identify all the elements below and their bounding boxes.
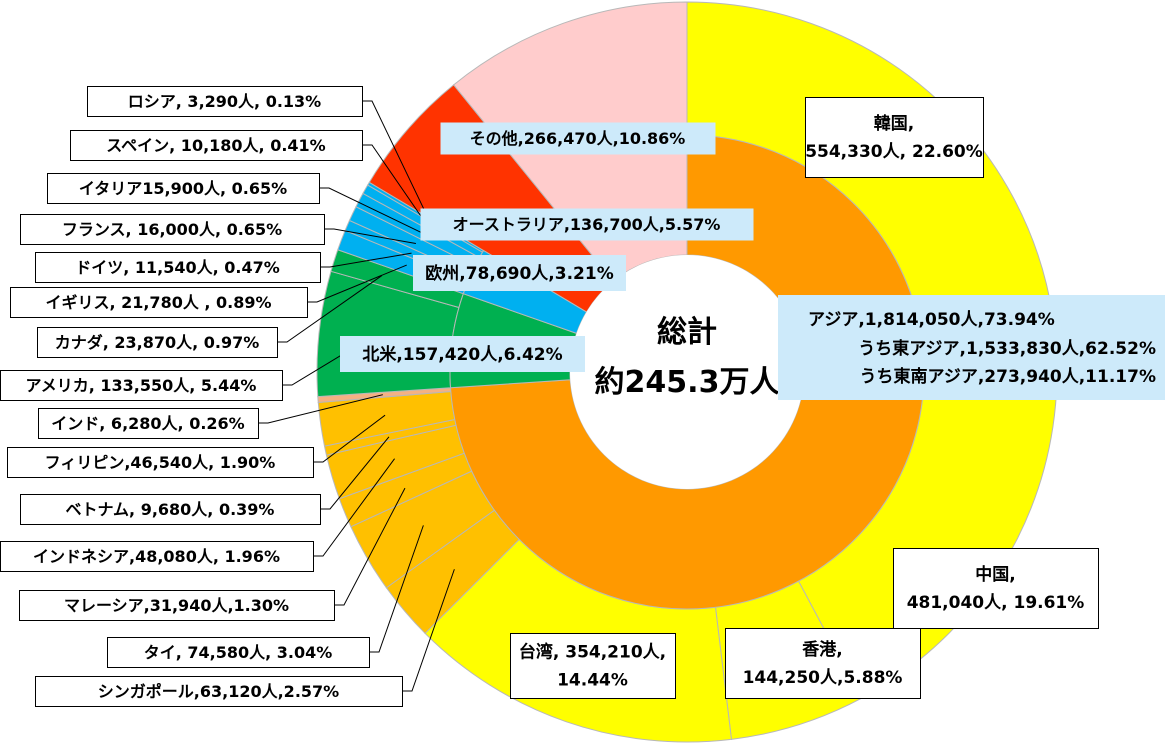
data-label: フランス, 16,000人, 0.65% [62, 220, 282, 239]
data-label: ロシア, 3,290人, 0.13% [128, 92, 321, 111]
label-box [340, 336, 585, 372]
label-box [7, 447, 314, 478]
label-box [37, 327, 278, 358]
label-box [70, 130, 363, 161]
leader-line [258, 394, 383, 424]
data-label: カナダ, 23,870人, 0.97% [55, 333, 260, 352]
data-label: ドイツ, 11,540人, 0.47% [75, 258, 280, 277]
data-label: その他,266,470人,10.86% [470, 129, 686, 148]
leader-line [277, 275, 383, 343]
label-box [0, 370, 283, 401]
data-label: シンガポール,63,120人,2.57% [98, 682, 339, 701]
label-box [510, 633, 676, 699]
label-box [20, 214, 325, 245]
leader-line [362, 100, 430, 220]
leader-line [324, 228, 416, 245]
data-label: 台湾, 354,210人, 14.44% [519, 642, 666, 691]
label-box [893, 548, 1099, 629]
data-label: アジア,1,814,050人,73.94% [808, 310, 1055, 330]
labels: 韓国, 554,330人, 22.60% 中国, 481,040人, 19.61%香港… [0, 86, 1165, 707]
data-label: タイ, 74,580人, 3.04% [144, 643, 333, 662]
data-label: 中国, 481,040人, 19.61% [907, 564, 1085, 613]
data-label: フィリピン,46,540人, 1.90% [45, 453, 276, 472]
data-label: 欧州,78,690人,3.21% [425, 263, 614, 284]
leader-line [320, 436, 390, 510]
leader-line [320, 252, 412, 268]
label-box [440, 122, 716, 155]
data-label: 北米,157,420人,6.42% [362, 344, 562, 365]
label-box [35, 676, 403, 707]
leader-line [402, 569, 455, 692]
data-label: インド, 6,280人, 0.26% [51, 414, 244, 433]
data-label: オーストラリア,136,700人,5.57% [453, 215, 721, 234]
label-box [0, 541, 314, 572]
label-box [20, 494, 321, 525]
leader-line [319, 187, 422, 234]
data-label: アメリカ, 133,550人, 5.44% [26, 376, 257, 395]
leader-line [313, 458, 395, 557]
data-label: イギリス, 21,780人 , 0.89% [45, 293, 271, 312]
leader-line [362, 144, 427, 225]
data-label: スペイン, 10,180人, 0.41% [106, 136, 325, 155]
data-label: 香港, 144,250人,5.88% [743, 639, 903, 688]
data-label: ベトナム, 9,680人, 0.39% [66, 500, 275, 519]
label-box [420, 208, 754, 241]
label-box [107, 637, 370, 668]
label-box [413, 255, 626, 291]
leader-line [369, 525, 424, 653]
data-label: 韓国, 554,330人, 22.60% [805, 113, 983, 162]
data-label: イタリア15,900人, 0.65% [79, 179, 287, 198]
note: うち東南アジア,273,940人,11.17% [860, 366, 1156, 387]
leader-line [313, 414, 386, 463]
label-box [87, 86, 363, 117]
label-box [778, 295, 1165, 400]
label-box [10, 287, 308, 318]
leader-line [307, 264, 407, 303]
center-hole [570, 255, 804, 489]
center-label: 総計約245.3万人 [595, 315, 780, 400]
data-label: インドネシア,48,080人, 1.96% [33, 547, 280, 566]
label-box [35, 252, 321, 283]
label-box [725, 628, 921, 699]
label-box [47, 173, 320, 204]
label-box [805, 97, 984, 178]
label-box [38, 408, 259, 439]
note: うち東アジア,1,533,830人,62.52% [858, 338, 1156, 359]
leader-line [334, 487, 406, 606]
data-label: マレーシア,31,940人,1.30% [64, 596, 289, 615]
label-box [19, 590, 335, 621]
